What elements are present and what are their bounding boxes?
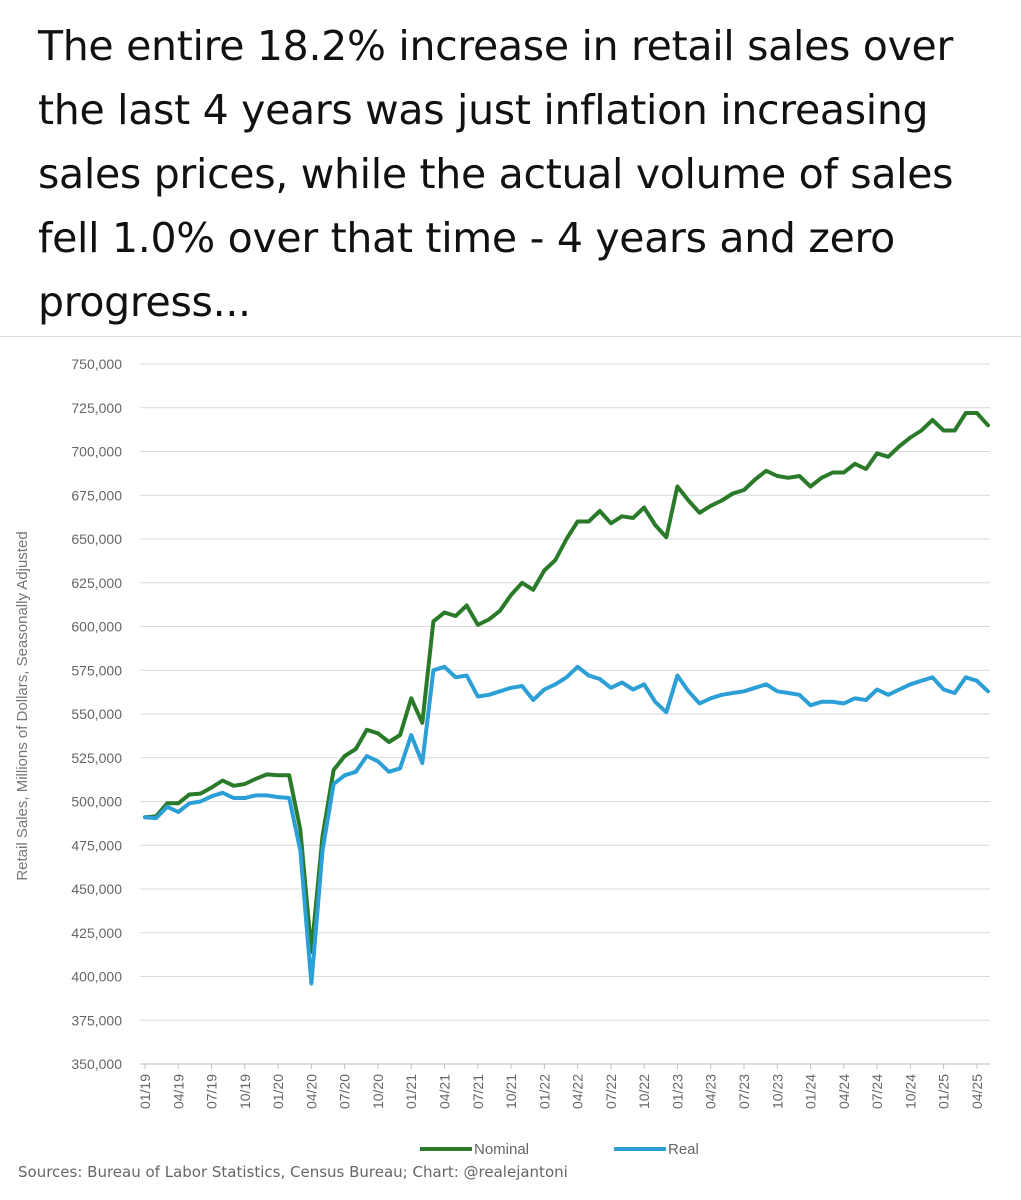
x-tick-labels: 01/19 04/19 07/19 10/19 01/20 04/20 07/20 10/20… xyxy=(137,1064,985,1109)
x-tick-label: 04/24 xyxy=(836,1074,852,1109)
series-line-real xyxy=(143,664,990,986)
y-tick-label: 425,000 xyxy=(71,925,122,941)
x-tick-label: 04/23 xyxy=(703,1074,719,1109)
legend: Nominal Real xyxy=(420,1141,699,1158)
x-tick-label: 01/22 xyxy=(536,1074,552,1109)
y-tick-label: 475,000 xyxy=(71,837,122,853)
x-tick-label: 04/19 xyxy=(170,1074,186,1109)
x-tick-label: 07/23 xyxy=(736,1074,752,1109)
x-tick-label-group: 04/19 xyxy=(170,1074,186,1109)
divider xyxy=(0,336,1021,337)
x-tick-label: 01/24 xyxy=(803,1074,819,1109)
x-tick-label-group: 01/25 xyxy=(936,1074,952,1109)
x-tick-label: 01/19 xyxy=(137,1074,153,1109)
y-tick-label: 575,000 xyxy=(71,662,122,678)
x-tick-label-group: 07/22 xyxy=(603,1074,619,1109)
x-tick-label: 10/19 xyxy=(237,1074,253,1109)
x-tick-label: 01/21 xyxy=(403,1074,419,1109)
y-tick-label: 450,000 xyxy=(71,881,122,897)
x-tick-label-group: 04/23 xyxy=(703,1074,719,1109)
x-tick-label-group: 01/21 xyxy=(403,1074,419,1109)
y-tick-label: 375,000 xyxy=(71,1012,122,1028)
x-tick-label-group: 04/21 xyxy=(436,1074,452,1109)
x-tick-label-group: 04/24 xyxy=(836,1074,852,1109)
x-tick-label: 04/25 xyxy=(969,1074,985,1109)
x-tick-label-group: 01/20 xyxy=(270,1074,286,1109)
y-axis-title-group: Retail Sales, Millions of Dollars, Seaso… xyxy=(14,531,31,880)
gridlines xyxy=(140,363,990,1021)
x-tick-label-group: 01/23 xyxy=(669,1074,685,1109)
legend-label-nominal: Nominal xyxy=(474,1141,529,1158)
x-tick-label-group: 04/20 xyxy=(303,1074,319,1109)
x-tick-label: 01/25 xyxy=(936,1074,952,1109)
x-tick-label-group: 10/21 xyxy=(503,1074,519,1109)
series-lines xyxy=(143,411,990,986)
x-tick-label: 01/23 xyxy=(669,1074,685,1109)
x-tick-label: 10/22 xyxy=(636,1074,652,1109)
headline: The entire 18.2% increase in retail sale… xyxy=(38,22,954,326)
x-tick-label: 10/20 xyxy=(370,1074,386,1109)
x-tick-label-group: 10/19 xyxy=(237,1074,253,1109)
x-tick-label: 07/19 xyxy=(204,1074,220,1109)
x-tick-label: 10/24 xyxy=(902,1074,918,1109)
x-tick-label: 10/23 xyxy=(769,1074,785,1109)
y-tick-label: 525,000 xyxy=(71,750,122,766)
x-tick-label-group: 04/22 xyxy=(570,1074,586,1109)
y-tick-label: 750,000 xyxy=(71,356,122,372)
x-tick-label: 07/20 xyxy=(337,1074,353,1109)
x-tick-label: 07/24 xyxy=(869,1074,885,1109)
x-tick-label-group: 04/25 xyxy=(969,1074,985,1109)
x-tick-label: 04/20 xyxy=(303,1074,319,1109)
legend-label-real: Real xyxy=(668,1141,699,1158)
x-tick-label-group: 01/24 xyxy=(803,1074,819,1109)
x-tick-label-group: 01/19 xyxy=(137,1074,153,1109)
y-tick-label: 600,000 xyxy=(71,619,122,635)
y-tick-label: 700,000 xyxy=(71,444,122,460)
x-tick-label: 01/20 xyxy=(270,1074,286,1109)
x-tick-label-group: 01/22 xyxy=(536,1074,552,1109)
x-tick-label-group: 10/24 xyxy=(902,1074,918,1109)
y-axis-title: Retail Sales, Millions of Dollars, Seaso… xyxy=(14,531,31,880)
y-tick-label: 675,000 xyxy=(71,487,122,503)
line-chart: Retail Sales, Millions of Dollars, Seaso… xyxy=(14,356,990,1158)
x-tick-label-group: 10/22 xyxy=(636,1074,652,1109)
series-line-nominal xyxy=(143,411,990,954)
y-tick-label: 550,000 xyxy=(71,706,122,722)
x-tick-label: 04/21 xyxy=(436,1074,452,1109)
source-note: Sources: Bureau of Labor Statistics, Cen… xyxy=(18,1163,568,1181)
x-tick-label: 10/21 xyxy=(503,1074,519,1109)
x-tick-label: 07/22 xyxy=(603,1074,619,1109)
x-tick-label: 04/22 xyxy=(570,1074,586,1109)
x-tick-label-group: 07/23 xyxy=(736,1074,752,1109)
x-tick-label-group: 07/24 xyxy=(869,1074,885,1109)
y-tick-label: 725,000 xyxy=(71,400,122,416)
y-tick-label: 625,000 xyxy=(71,575,122,591)
y-tick-labels: 750,000 725,000 700,000 675,000 650,000 625,0… xyxy=(71,356,122,1072)
x-tick-label-group: 07/21 xyxy=(470,1074,486,1109)
y-tick-label: 500,000 xyxy=(71,794,122,810)
y-tick-label: 400,000 xyxy=(71,969,122,985)
x-tick-label-group: 07/20 xyxy=(337,1074,353,1109)
y-tick-label: 350,000 xyxy=(71,1056,122,1072)
x-tick-label-group: 10/20 xyxy=(370,1074,386,1109)
x-tick-label: 07/21 xyxy=(470,1074,486,1109)
x-tick-label-group: 10/23 xyxy=(769,1074,785,1109)
y-tick-label: 650,000 xyxy=(71,531,122,547)
x-tick-label-group: 07/19 xyxy=(204,1074,220,1109)
